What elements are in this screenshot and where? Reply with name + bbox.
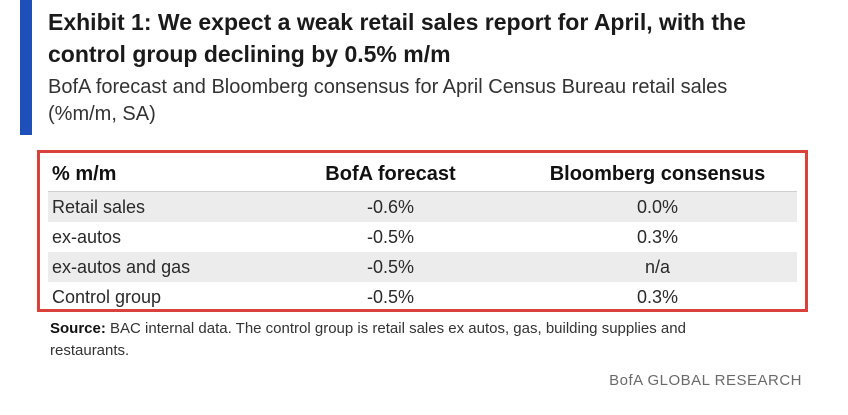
source-text-line-1: BAC internal data. The control group is … — [105, 320, 686, 337]
forecast-table: % m/m BofA forecast Bloomberg consensus … — [48, 157, 797, 312]
forecast-table-frame: % m/m BofA forecast Bloomberg consensus … — [37, 150, 808, 312]
row-label: Retail sales — [48, 191, 263, 222]
exhibit-title: Exhibit 1: We expect a weak retail sales… — [48, 6, 828, 70]
table-row: Control group -0.5% 0.3% — [48, 282, 797, 312]
bofa-value: -0.5% — [366, 286, 415, 307]
bloomberg-value: n/a — [518, 252, 797, 282]
bloomberg-value: 0.3% — [636, 226, 679, 247]
bofa-value: -0.6% — [263, 191, 518, 222]
source-note: Source: BAC internal data. The control g… — [50, 318, 810, 362]
table-row: ex-autos -0.5% 0.3% — [48, 222, 797, 252]
source-line-1: Source: BAC internal data. The control g… — [50, 318, 810, 340]
table-row: Retail sales -0.6% 0.0% — [48, 191, 797, 222]
table-row: ex-autos and gas -0.5% n/a — [48, 252, 797, 282]
table-header-row: % m/m BofA forecast Bloomberg consensus — [48, 157, 797, 192]
bloomberg-value: 0.0% — [518, 191, 797, 222]
row-label: Control group — [52, 286, 162, 307]
source-text-line-2: restaurants. — [50, 342, 130, 359]
row-label: ex-autos and gas — [48, 252, 263, 282]
bofa-value: -0.5% — [263, 252, 518, 282]
exhibit-subtitle-line-2: (%m/m, SA) — [48, 103, 156, 125]
bloomberg-value: 0.3% — [636, 286, 679, 307]
header-mm: % m/m — [48, 157, 263, 192]
header-bloomberg-consensus: Bloomberg consensus — [518, 157, 797, 192]
bofa-value: -0.5% — [366, 226, 415, 247]
exhibit-subtitle-line-1: BofA forecast and Bloomberg consensus fo… — [48, 76, 728, 98]
row-label: ex-autos — [52, 226, 122, 247]
bofa-research-brand: BofA GLOBAL RESEARCH — [609, 372, 802, 389]
header-bofa-forecast: BofA forecast — [263, 157, 518, 192]
exhibit-subtitle: BofA forecast and Bloomberg consensus fo… — [48, 74, 828, 128]
exhibit-title-line-1: Exhibit 1: We expect a weak retail sales… — [48, 9, 746, 35]
exhibit-header: Exhibit 1: We expect a weak retail sales… — [48, 6, 828, 128]
accent-bar — [20, 0, 32, 135]
exhibit-title-line-2: control group declining by 0.5% m/m — [48, 41, 451, 67]
source-label: Source: — [50, 320, 106, 337]
